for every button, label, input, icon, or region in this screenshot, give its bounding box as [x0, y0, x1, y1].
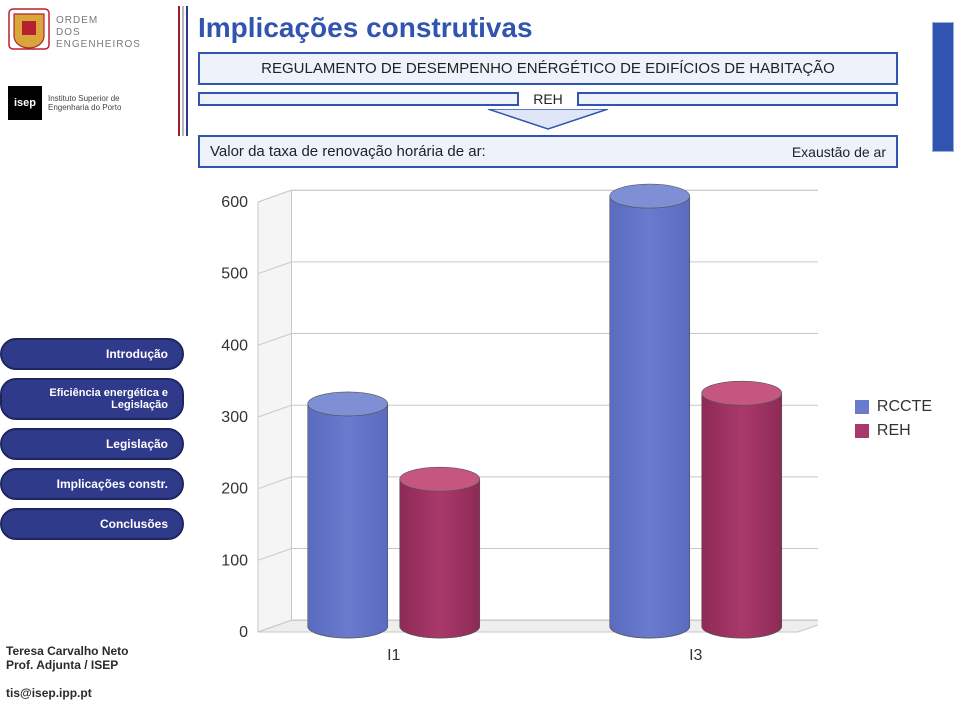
author-email: tis@isep.ipp.pt [6, 686, 186, 700]
chart-svg: 0 100 200 300 400 500 600 I1 I3 [198, 182, 818, 682]
nav-item-eficiencia[interactable]: Eficiência energética e Legislação [0, 378, 184, 420]
nav-item-introducao[interactable]: Introdução [0, 338, 184, 370]
crest-icon [8, 8, 50, 58]
legend-label-reh: REH [877, 422, 911, 440]
left-sidebar: ORDEM DOS ENGENHEIROS isep Instituto Sup… [0, 0, 190, 720]
taxa-label: Valor da taxa de renovação horária de ar… [210, 143, 792, 160]
isep-mark: isep [8, 86, 42, 120]
page-title: Implicações construtivas [198, 12, 944, 44]
reh-right-box [577, 92, 898, 106]
svg-text:0: 0 [239, 624, 248, 641]
svg-text:100: 100 [221, 552, 248, 569]
reh-left-box [198, 92, 519, 106]
down-arrow-icon [478, 109, 618, 131]
legend-swatch-reh [855, 424, 869, 438]
legend-label-rccte: RCCTE [877, 398, 932, 416]
taxa-row: Valor da taxa de renovação horária de ar… [198, 135, 898, 168]
chart: 0 100 200 300 400 500 600 I1 I3 RCCTE REH [198, 182, 942, 702]
legend-item-rccte: RCCTE [855, 398, 932, 416]
reh-label: REH [527, 91, 569, 107]
regulation-box: REGULAMENTO DE DESEMPENHO ENÉRGÉTICO DE … [198, 52, 898, 85]
org-line1: ORDEM [56, 15, 141, 27]
isep-line2: Engenharia do Porto [48, 103, 121, 112]
author-role: Prof. Adjunta / ISEP [6, 658, 186, 672]
nav-item-conclusoes[interactable]: Conclusões [0, 508, 184, 540]
ordem-engenheiros-logo: ORDEM DOS ENGENHEIROS [8, 8, 188, 78]
legend-item-reh: REH [855, 422, 932, 440]
chart-legend: RCCTE REH [855, 392, 932, 446]
org-line2: DOS [56, 27, 141, 39]
isep-line1: Instituto Superior de [48, 94, 121, 103]
isep-logo: isep Instituto Superior de Engenharia do… [8, 86, 188, 120]
svg-text:I1: I1 [387, 647, 400, 664]
chart-plot: 0 100 200 300 400 500 600 I1 I3 [198, 182, 818, 682]
author-name: Teresa Carvalho Neto [6, 644, 186, 658]
author-footer: Teresa Carvalho Neto Prof. Adjunta / ISE… [6, 644, 186, 700]
arrow-connector [198, 109, 898, 131]
nav-item-legislacao[interactable]: Legislação [0, 428, 184, 460]
nav-item-implicacoes[interactable]: Implicações constr. [0, 468, 184, 500]
page: ORDEM DOS ENGENHEIROS isep Instituto Sup… [0, 0, 960, 720]
svg-text:600: 600 [221, 194, 248, 211]
taxa-right: Exaustão de ar [792, 144, 886, 160]
svg-text:400: 400 [221, 337, 248, 354]
reh-row: REH [198, 91, 898, 107]
legend-swatch-rccte [855, 400, 869, 414]
org-line3: ENGENHEIROS [56, 39, 141, 51]
svg-text:300: 300 [221, 409, 248, 426]
main-content: Implicações construtivas REGULAMENTO DE … [198, 12, 944, 712]
svg-text:I3: I3 [689, 647, 702, 664]
svg-text:500: 500 [221, 266, 248, 283]
nav: Introdução Eficiência energética e Legis… [0, 330, 188, 548]
svg-text:200: 200 [221, 481, 248, 498]
